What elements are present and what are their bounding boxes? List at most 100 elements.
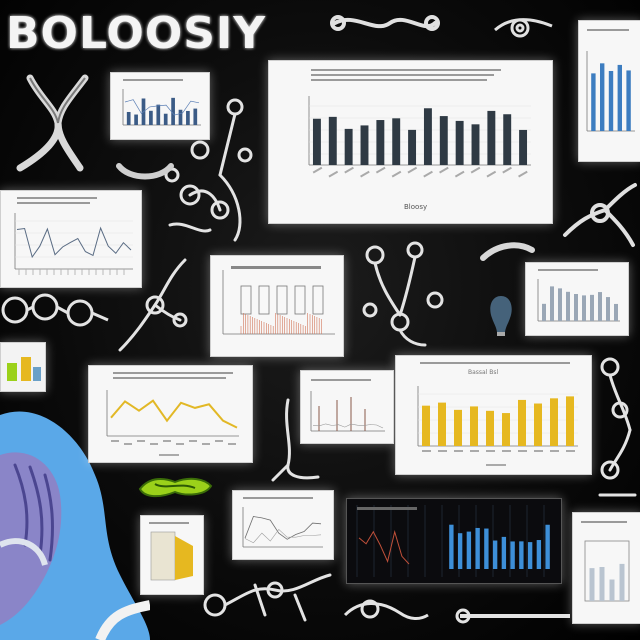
p1-bar: [193, 108, 198, 125]
left-small-panel: [0, 342, 46, 392]
molecule-doodle-icon: [330, 10, 440, 36]
dark-chart-bar: [457, 533, 463, 569]
p10-area: [175, 536, 193, 580]
p6-tick-label: [176, 443, 184, 445]
main-chart-tick-label: [454, 170, 465, 178]
p5-bar: [566, 291, 570, 321]
small-line-chart: [242, 497, 323, 548]
bottom-left-chart-panel: [140, 515, 204, 595]
p2-bar: [617, 64, 622, 131]
main-chart-heading: [311, 79, 487, 81]
p6-heading: [113, 377, 226, 379]
yellow-chart-bar: [486, 410, 494, 446]
center-chart-panel: [210, 255, 344, 357]
main-chart-bar: [471, 124, 480, 165]
p4-outline-bar: [240, 285, 252, 315]
p6-tick-label: [111, 440, 119, 442]
p1-bar: [156, 104, 161, 125]
p1-bar: [178, 109, 183, 125]
p10-block: [150, 531, 176, 581]
p1-bar: [171, 97, 175, 125]
main-chart-tick-label: [312, 166, 323, 174]
p5-bar: [542, 303, 546, 321]
molecule-doodle-icon: [115, 160, 175, 185]
left-line-chart-panel: [0, 190, 142, 288]
main-chart-tick-label: [470, 166, 481, 174]
main-chart-tick-label: [391, 170, 402, 178]
main-chart-bar: [519, 129, 528, 165]
p5-bar: [558, 288, 562, 321]
main-chart-bar: [360, 125, 369, 165]
p3-heading: [17, 197, 97, 199]
p11-heading: [581, 521, 627, 523]
dark-blue-chart-panel: [346, 498, 562, 584]
yellow-chart-footer-mark: [486, 464, 506, 466]
yellow-chart-bar: [534, 403, 542, 446]
yellow-line-chart: [106, 372, 239, 456]
bulb-icon: [486, 292, 516, 338]
yellow-chart-tick-label: [534, 450, 543, 452]
main-chart-bar: [423, 108, 432, 165]
p11-bar: [609, 579, 615, 601]
p8-bar: [21, 357, 31, 381]
main-chart-bar: [376, 120, 385, 165]
dark-chart-bar: [449, 524, 454, 569]
poster-title: BOLOOSIY: [6, 8, 267, 59]
p5-bar: [582, 295, 586, 321]
molecule-doodle-icon: [595, 355, 640, 505]
p11-bar: [619, 563, 625, 601]
p5-bar: [614, 303, 618, 321]
p6-tick-label: [137, 440, 145, 442]
yellow-chart-tick-label: [502, 450, 511, 452]
molecule-doodle-icon: [110, 255, 200, 355]
main-chart-tick-label: [407, 166, 418, 174]
yellow-chart-bar: [454, 409, 462, 446]
main-chart-bar: [328, 116, 337, 165]
main-chart-tick-label: [375, 166, 386, 174]
p6-line: [110, 399, 238, 429]
main-chart-tick-label: [486, 170, 497, 178]
yellow-chart-tick-label: [518, 450, 527, 452]
yellow-chart-bar: [518, 399, 526, 446]
yellow-chart-subtitle: Bassal Bsl: [468, 369, 499, 376]
p1-bar: [186, 110, 190, 125]
p5-bar: [606, 297, 610, 321]
top-right-chart-panel: [578, 20, 640, 162]
p6-tick-label: [228, 443, 236, 445]
p6-tick-label: [163, 440, 171, 442]
p4-outline-bar: [276, 285, 288, 315]
molecule-doodle-icon: [0, 68, 100, 173]
p6-tick-label: [150, 443, 158, 445]
main-chart-tick-label: [328, 170, 339, 178]
right-mid-chart-panel: [525, 262, 629, 336]
molecule-doodle-icon: [555, 175, 640, 250]
main-chart-bar: [503, 114, 512, 165]
main-chart-tick-label: [502, 166, 512, 174]
yellow-bar-chart-panel: Bassal Bsl: [395, 355, 592, 475]
yellow-line-chart-panel: [88, 365, 253, 463]
small-area-chart: [149, 522, 193, 581]
main-chart-tick-label: [423, 170, 433, 178]
molecule-doodle-icon: [268, 395, 328, 485]
blue-bar-chart: [347, 499, 561, 583]
p2-bar: [626, 70, 631, 131]
p11-bar: [589, 568, 595, 601]
p2-heading: [587, 29, 629, 31]
p9-line: [244, 528, 322, 544]
top-left-chart-panel: [110, 72, 210, 140]
yellow-chart-bar: [566, 396, 574, 446]
yellow-chart-tick-label: [486, 450, 495, 452]
bottom-center-chart-panel: [232, 490, 334, 560]
molecule-doodle-icon: [490, 12, 560, 42]
spike-chart: [310, 379, 385, 432]
yellow-chart-tick-label: [470, 450, 479, 452]
p5-bar: [574, 294, 578, 321]
p3-heading: [17, 202, 90, 204]
main-chart-tick-label: [518, 170, 528, 178]
dark-chart-bar: [466, 531, 472, 569]
main-chart-bar: [392, 118, 401, 165]
p2-bar: [600, 63, 605, 132]
mini-chart: [1, 343, 45, 391]
p6-tick-label: [189, 440, 197, 442]
